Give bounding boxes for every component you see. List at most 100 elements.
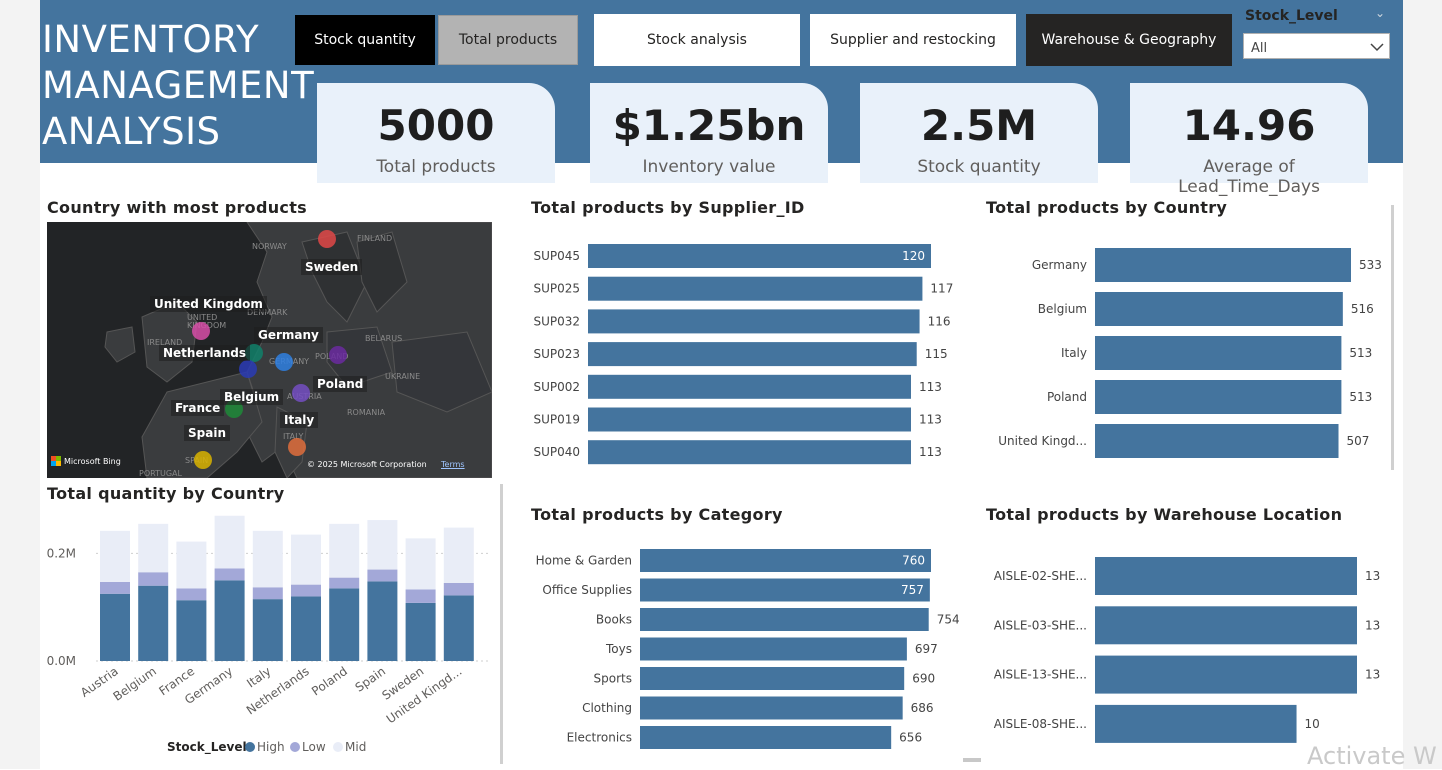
nav-button-supplier-restocking[interactable]: Supplier and restocking (810, 14, 1016, 66)
bar[interactable] (588, 276, 923, 301)
bar[interactable] (1095, 557, 1357, 595)
report-title-line-2: MANAGEMENT (42, 64, 315, 107)
bar[interactable] (640, 726, 892, 749)
bar[interactable] (588, 374, 911, 399)
stack-segment-high[interactable] (176, 600, 207, 661)
bar[interactable] (1095, 380, 1342, 414)
category-label: AISLE-03-SHE... (994, 618, 1087, 632)
stack-segment-low[interactable] (291, 584, 321, 597)
stack-segment-mid[interactable] (405, 538, 436, 590)
data-label: 13 (1365, 668, 1380, 682)
bar[interactable] (1095, 248, 1351, 282)
stack-segment-mid[interactable] (176, 541, 207, 589)
stack-segment-mid[interactable] (367, 520, 398, 570)
stack-segment-mid[interactable] (138, 523, 169, 573)
bubble-germany[interactable] (275, 353, 293, 371)
slicer-collapse-icon[interactable]: ⌄ (1375, 6, 1386, 20)
x-tick-label: Italy (244, 664, 273, 690)
stack-segment-high[interactable] (367, 581, 398, 661)
bar[interactable] (1095, 606, 1357, 645)
stack-segment-low[interactable] (100, 581, 130, 594)
category-label: Toys (605, 642, 632, 656)
stack-segment-low[interactable] (176, 588, 207, 601)
stack-segment-low[interactable] (443, 583, 474, 596)
nav-button-total-products[interactable]: Total products (438, 15, 578, 65)
visual-shadow (500, 484, 503, 764)
stack-segment-high[interactable] (138, 585, 169, 661)
data-label: 686 (911, 701, 934, 715)
stack-segment-mid[interactable] (100, 530, 130, 582)
kpi-label: Inventory value (642, 157, 776, 177)
stack-segment-low[interactable] (252, 587, 283, 600)
stack-segment-high[interactable] (100, 593, 130, 661)
bubble-poland[interactable] (329, 346, 347, 364)
stack-segment-high[interactable] (443, 595, 474, 661)
category-label: Belgium (1038, 302, 1087, 316)
stack-segment-high[interactable] (291, 596, 321, 661)
map-label-poland: Poland (313, 376, 368, 392)
bubble-united-kingdom[interactable] (192, 322, 210, 340)
data-label: 120 (902, 249, 925, 263)
report-title-line-3: ANALYSIS (42, 110, 221, 153)
stack-segment-mid[interactable] (329, 523, 360, 578)
bar[interactable] (588, 440, 911, 465)
data-label: 117 (930, 282, 953, 296)
bar[interactable] (640, 667, 905, 690)
bubble-austria[interactable] (292, 384, 310, 402)
x-tick-label: Belgium (111, 664, 159, 704)
report-title-line-1: INVENTORY (42, 18, 260, 61)
stack-segment-high[interactable] (252, 599, 283, 661)
stack-segment-mid[interactable] (291, 534, 321, 585)
stack-segment-mid[interactable] (443, 527, 474, 583)
stack-segment-low[interactable] (214, 568, 245, 581)
kpi-value: 14.96 (1182, 101, 1316, 150)
stack-segment-low[interactable] (405, 589, 436, 603)
category-label: SUP025 (533, 282, 580, 296)
data-label: 513 (1349, 390, 1372, 404)
stock-level-dropdown[interactable]: All (1243, 33, 1390, 59)
data-label: 13 (1365, 569, 1380, 583)
stack-segment-high[interactable] (405, 602, 436, 661)
category-label: Home & Garden (536, 554, 632, 568)
bar[interactable] (588, 407, 911, 432)
bar[interactable] (640, 608, 929, 631)
stack-segment-low[interactable] (367, 569, 398, 582)
bubble-italy[interactable] (288, 438, 306, 456)
stack-segment-mid[interactable] (214, 515, 245, 569)
map-sub-label: DENMARK (247, 308, 288, 317)
bar[interactable] (1095, 292, 1343, 326)
map-label-united-kingdom: United Kingdom (150, 296, 267, 312)
stack-segment-high[interactable] (329, 588, 360, 661)
scroll-handle[interactable] (963, 758, 981, 762)
bar[interactable] (588, 244, 931, 268)
bubble-spain[interactable] (194, 451, 212, 469)
category-products-chart: Home & Garden 760 Office Supplies 757 Books 7… (536, 549, 960, 749)
bar[interactable] (640, 637, 907, 661)
stack-segment-low[interactable] (329, 577, 360, 589)
category-label: SUP045 (533, 249, 580, 263)
bar[interactable] (588, 342, 917, 367)
nav-button-stock-analysis[interactable]: Stock analysis (594, 14, 800, 66)
map-terms-link[interactable]: Terms (441, 460, 465, 469)
chevron-down-icon (1370, 43, 1384, 52)
country-map[interactable]: NORWAY FINLAND DENMARK IRELAND BELARUS U… (47, 222, 492, 478)
bar[interactable] (1095, 336, 1342, 370)
bubble-belgium[interactable] (239, 360, 257, 378)
stack-segment-mid[interactable] (252, 530, 283, 588)
bubble-sweden[interactable] (318, 230, 336, 248)
stack-segment-high[interactable] (214, 580, 245, 661)
nav-button-stock-quantity[interactable]: Stock quantity (295, 15, 435, 65)
nav-button-warehouse-geography[interactable]: Warehouse & Geography (1026, 14, 1232, 66)
activation-watermark: Activate W (1307, 742, 1437, 770)
bar[interactable] (640, 578, 930, 602)
legend-label: Mid (345, 740, 366, 754)
bar[interactable] (640, 696, 903, 720)
bar[interactable] (588, 309, 920, 334)
bar[interactable] (1095, 424, 1339, 458)
map-label-netherlands: Netherlands (159, 345, 251, 361)
data-label: 516 (1351, 302, 1374, 316)
bar[interactable] (1095, 704, 1297, 743)
bar[interactable] (1095, 655, 1357, 694)
bar[interactable] (640, 549, 931, 572)
stack-segment-low[interactable] (138, 572, 169, 586)
